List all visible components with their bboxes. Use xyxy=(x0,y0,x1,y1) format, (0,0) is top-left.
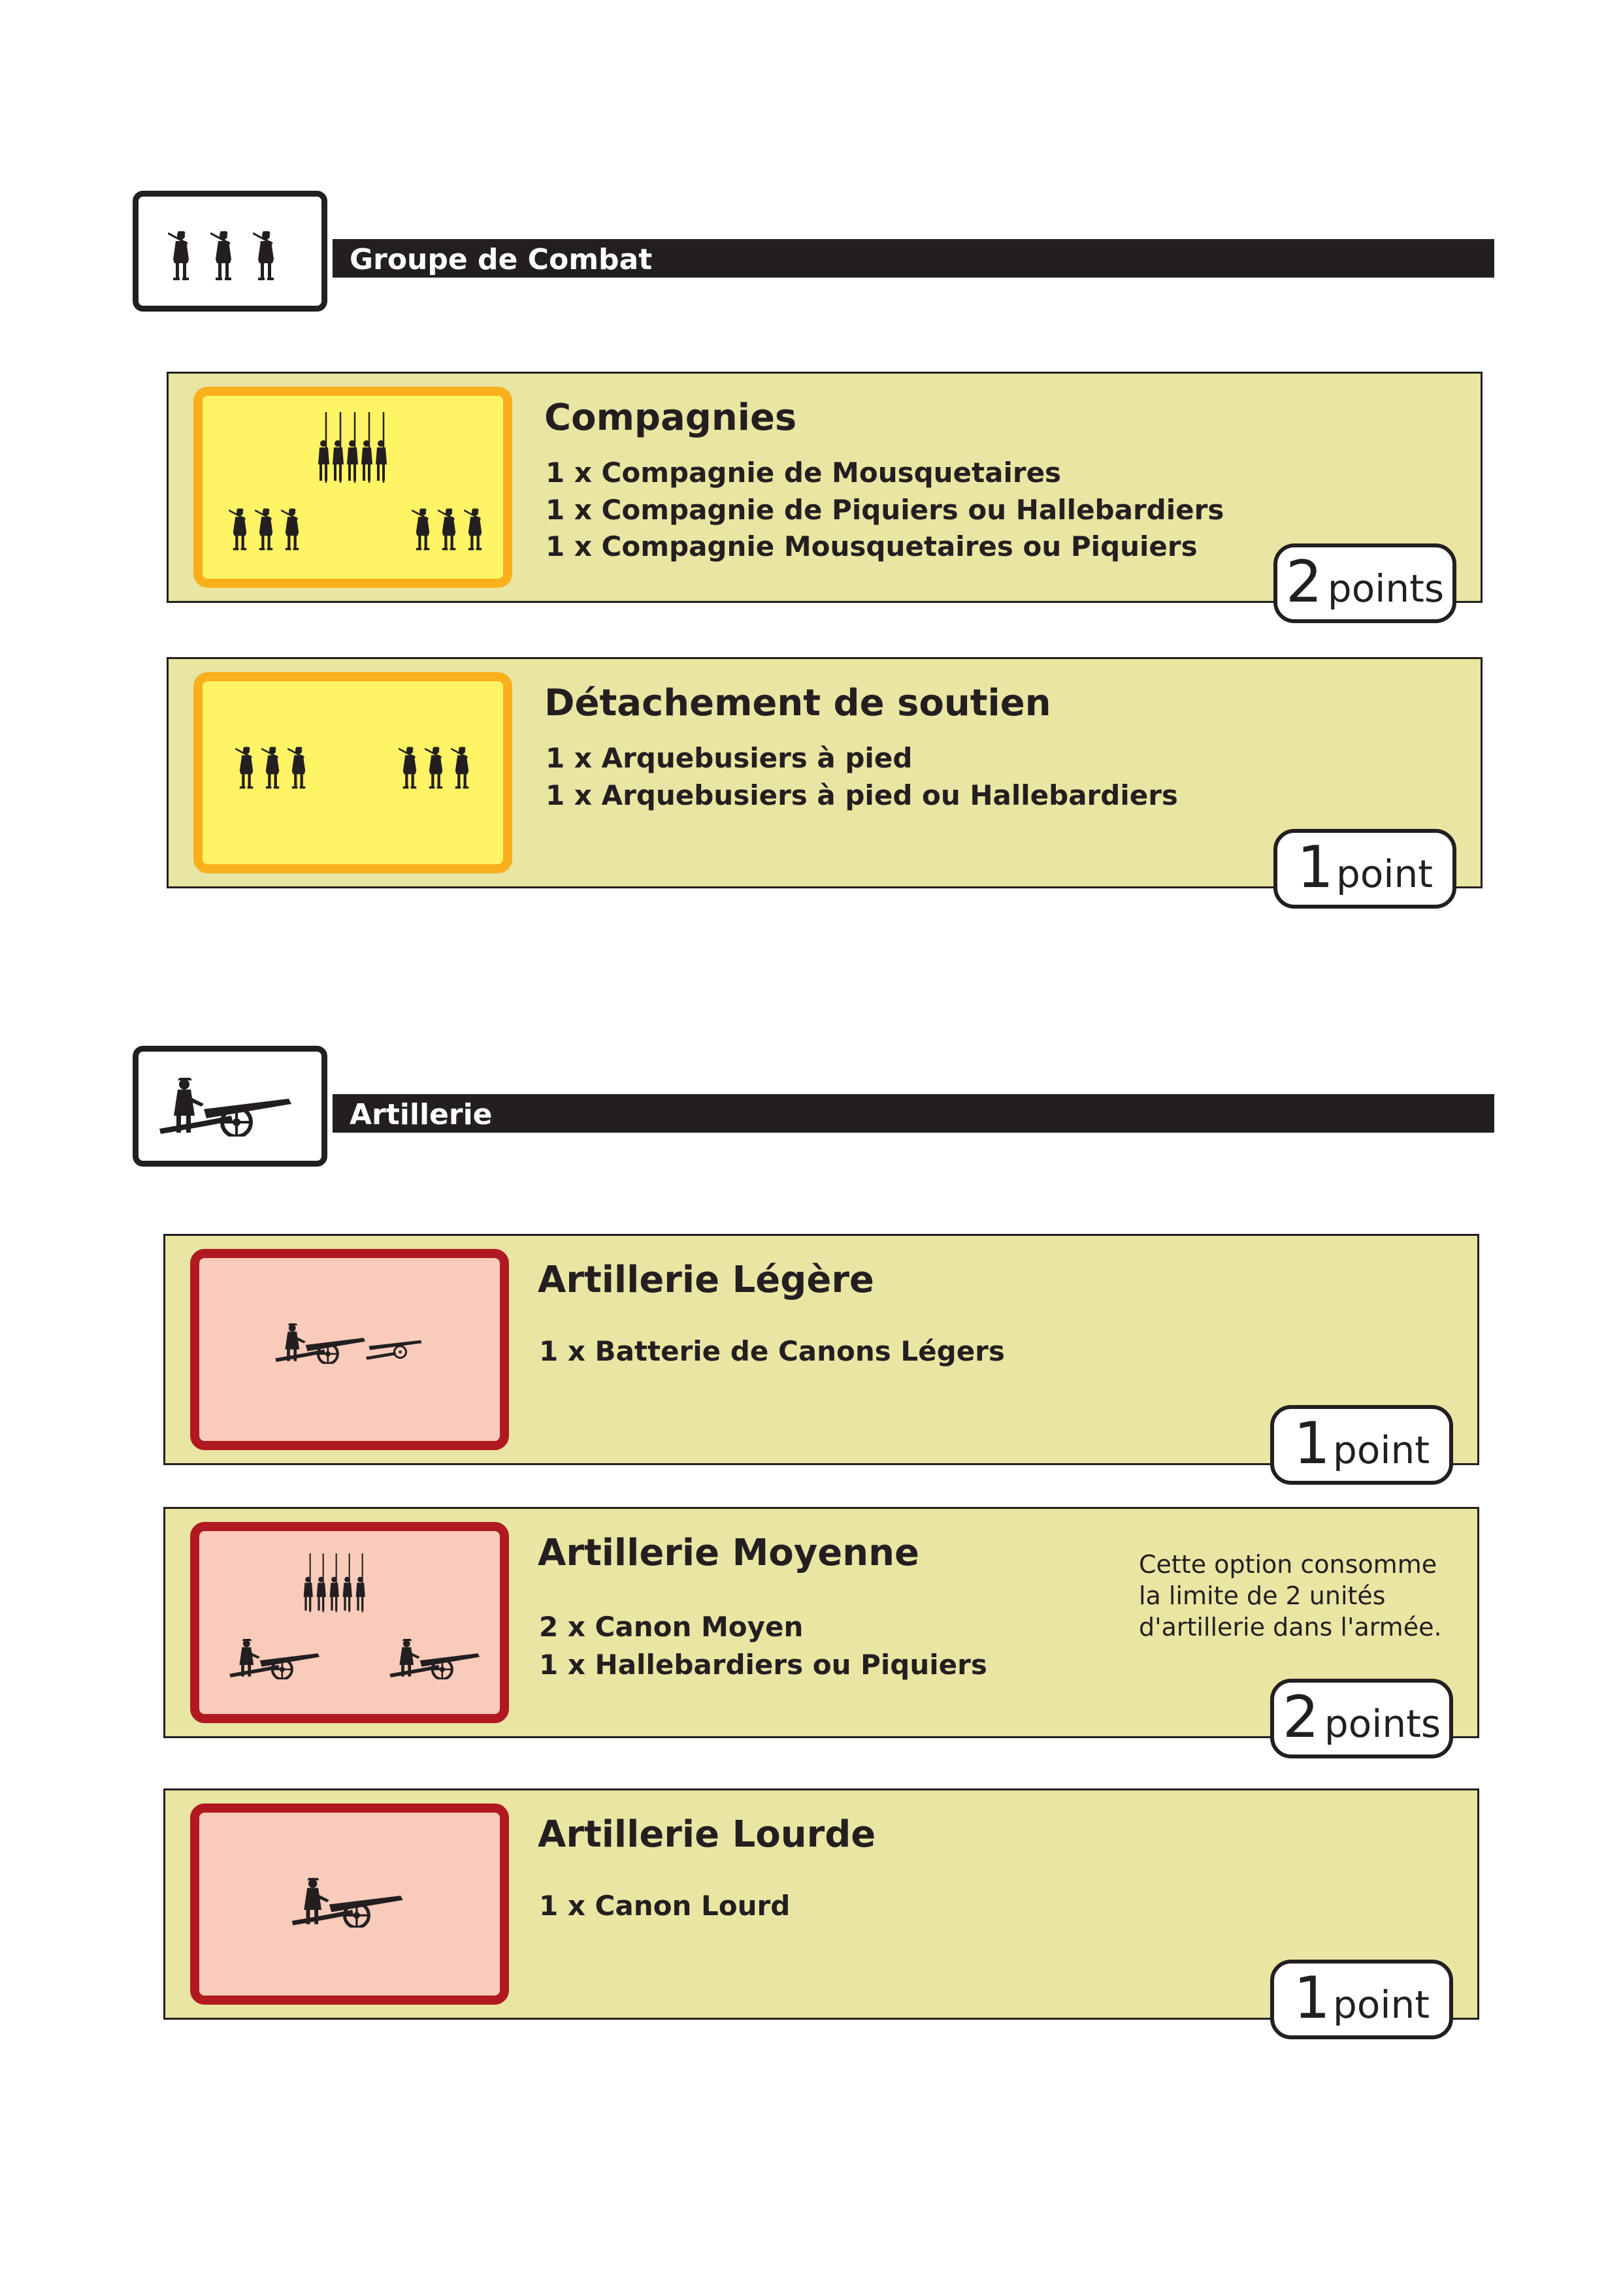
points-badge: 2 points xyxy=(1270,1679,1453,1758)
section-icon-groupe-de-combat xyxy=(133,191,327,312)
unit-thumbnail xyxy=(190,1522,509,1723)
unit-title: Artillerie Légère xyxy=(538,1259,874,1301)
points-label: point xyxy=(1336,852,1433,896)
points-label: point xyxy=(1333,1428,1430,1472)
unit-card-artillerie-lourde: Artillerie Lourde 1 x Canon Lourd xyxy=(163,1788,1479,2020)
unit-title: Artillerie Lourde xyxy=(538,1813,876,1856)
points-value: 1 xyxy=(1297,833,1334,901)
unit-card-artillerie-moyenne: Artillerie Moyenne 2 x Canon Moyen 1 x H… xyxy=(163,1507,1479,1738)
unit-note: d'artillerie dans l'armée. xyxy=(1139,1613,1442,1641)
cannon-with-gunner-icon xyxy=(139,1052,321,1161)
section-title: Artillerie xyxy=(350,1098,493,1131)
unit-card-artillerie-legere: Artillerie Légère 1 x Batterie de Canons… xyxy=(163,1234,1479,1465)
section-icon-artillerie xyxy=(133,1046,327,1167)
unit-line: 1 x Compagnie de Mousquetaires xyxy=(546,457,1062,489)
unit-note: la limite de 2 unités xyxy=(1139,1581,1386,1610)
points-value: 2 xyxy=(1285,548,1322,615)
arquebusier-detachment-icon xyxy=(235,746,470,790)
unit-line: 1 x Batterie de Canons Légers xyxy=(539,1335,1005,1367)
points-label: points xyxy=(1324,1702,1441,1746)
unit-thumbnail xyxy=(193,387,512,588)
points-badge: 1point xyxy=(1270,1960,1453,2039)
points-label: point xyxy=(1333,1982,1430,2027)
unit-card-detachement-de-soutien: Détachement de soutien 1 x Arquebusiers … xyxy=(167,657,1483,888)
section-header-bar: Groupe de Combat xyxy=(333,239,1494,278)
unit-card-compagnies: Compagnies 1 x Compagnie de Mousquetaire… xyxy=(167,372,1483,603)
unit-line: 1 x Canon Lourd xyxy=(539,1890,791,1922)
pike-and-musket-company-icon xyxy=(229,412,483,551)
unit-title: Détachement de soutien xyxy=(544,682,1051,724)
points-badge: 1point xyxy=(1270,1405,1453,1485)
section-header-bar: Artillerie xyxy=(333,1094,1494,1133)
unit-line: 1 x Compagnie de Piquiers ou Hallebardie… xyxy=(546,494,1224,526)
points-badge: 1point xyxy=(1273,829,1456,909)
points-label: points xyxy=(1327,566,1445,611)
unit-title: Compagnies xyxy=(544,396,797,439)
unit-line: 1 x Compagnie Mousquetaires ou Piquiers xyxy=(546,530,1198,562)
unit-note: Cette option consomme xyxy=(1139,1550,1437,1579)
unit-thumbnail xyxy=(193,672,512,873)
unit-thumbnail xyxy=(190,1803,509,2005)
heavy-cannon-icon xyxy=(199,1813,500,1996)
unit-line: 2 x Canon Moyen xyxy=(539,1611,804,1643)
points-badge: 2 points xyxy=(1273,543,1456,623)
unit-line: 1 x Arquebusiers à pied xyxy=(546,742,913,774)
points-value: 1 xyxy=(1294,1410,1331,1477)
points-value: 1 xyxy=(1294,1964,1331,2031)
unit-line: 1 x Hallebardiers ou Piquiers xyxy=(539,1649,987,1681)
unit-thumbnail xyxy=(190,1249,509,1450)
light-cannon-battery-icon xyxy=(199,1258,423,1441)
unit-line: 1 x Arquebusiers à pied ou Hallebardiers xyxy=(546,779,1178,811)
medium-cannons-with-pikes-icon xyxy=(199,1553,500,1714)
musketeers-trio-icon xyxy=(168,230,275,282)
points-value: 2 xyxy=(1282,1683,1319,1751)
section-title: Groupe de Combat xyxy=(350,243,653,276)
unit-title: Artillerie Moyenne xyxy=(538,1532,919,1574)
